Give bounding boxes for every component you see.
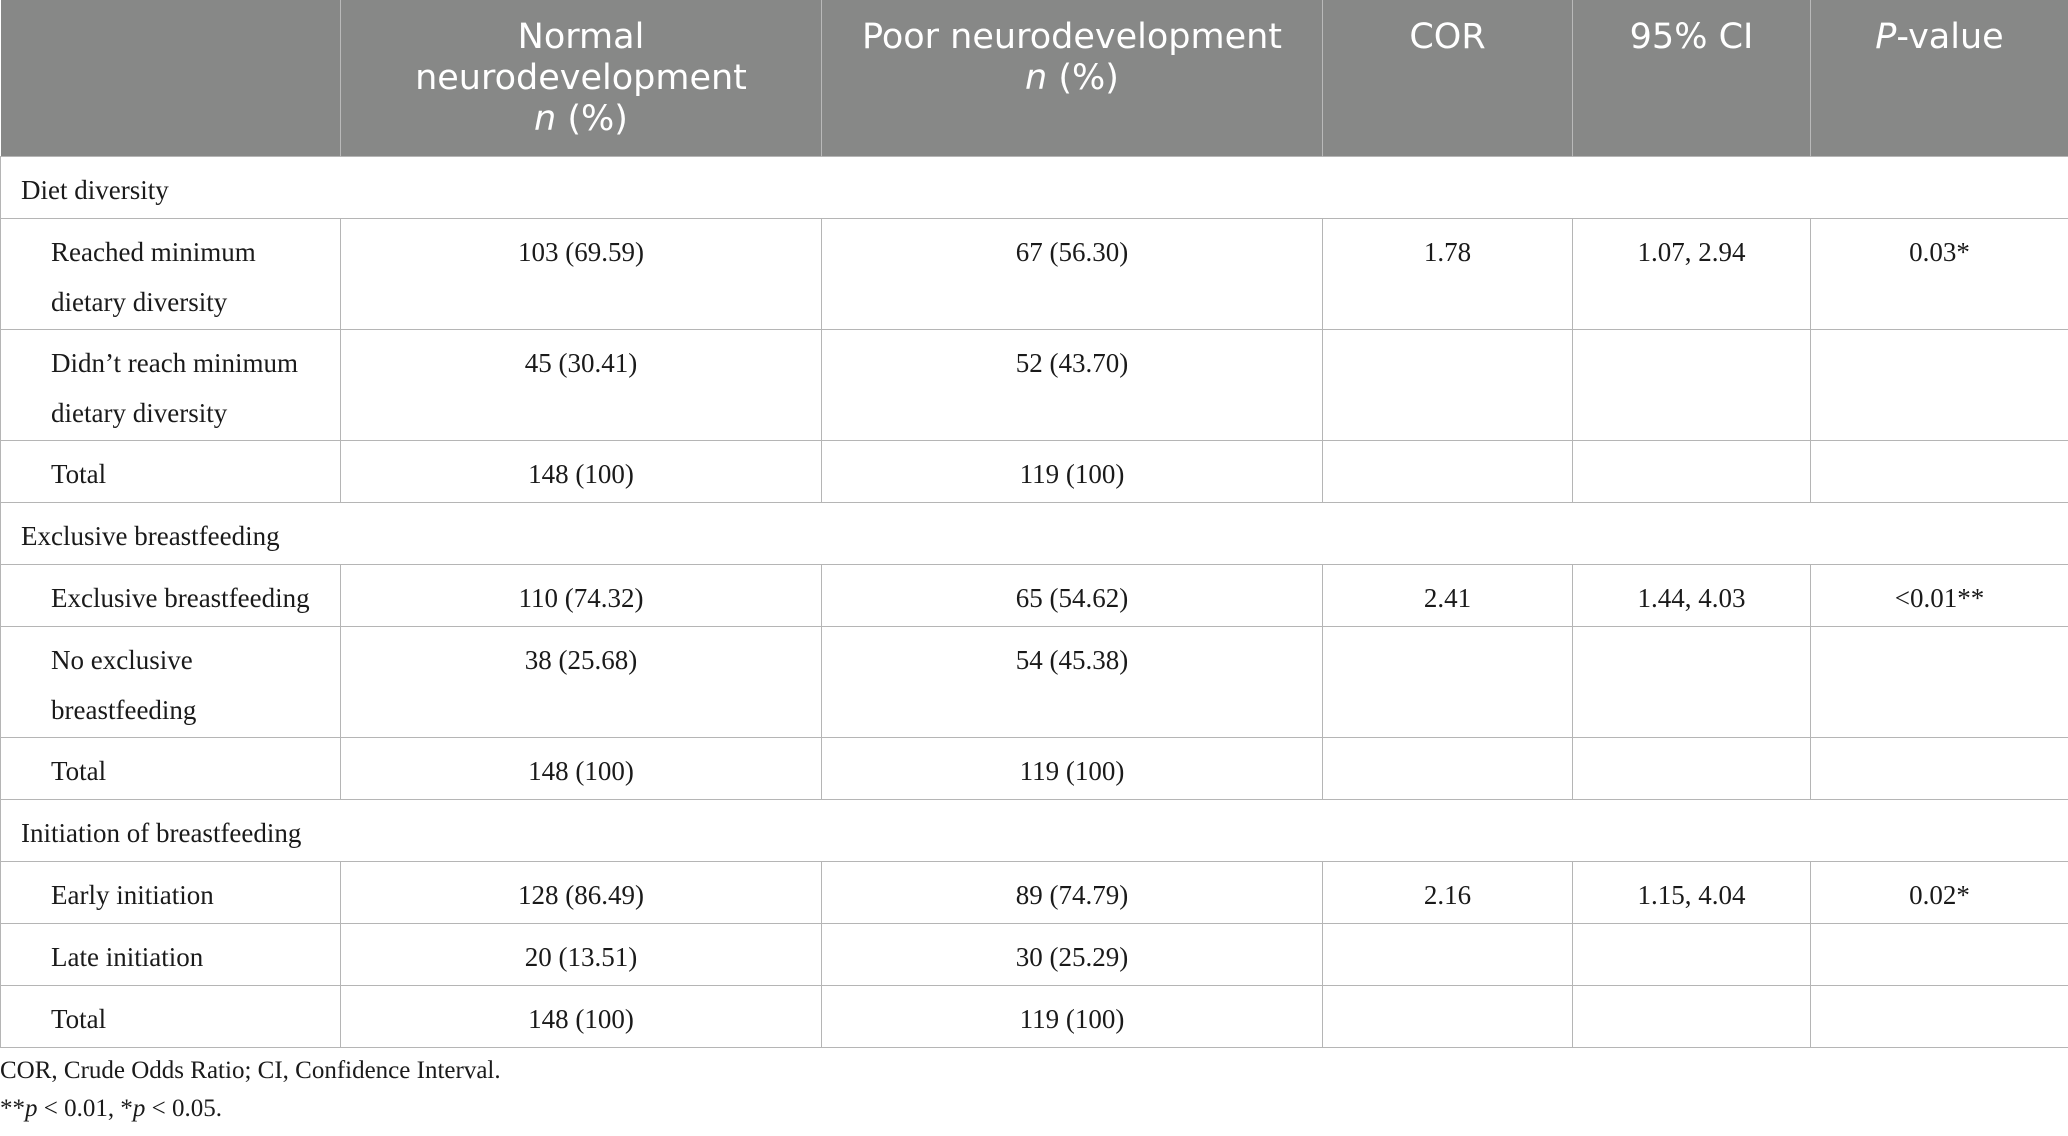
row-label: Reached minimum dietary diversity xyxy=(0,217,341,330)
table-row: Exclusive breastfeeding 110 (74.32) 65 (… xyxy=(0,563,2068,627)
table-footnotes: COR, Crude Odds Ratio; CI, Confidence In… xyxy=(0,1052,501,1128)
row-label: Early initiation xyxy=(0,860,341,924)
section-title: Initiation of breastfeeding xyxy=(0,798,2068,862)
row-label: No exclusive breastfeeding xyxy=(0,625,341,738)
header-pvalue-rest: -value xyxy=(1896,17,2004,57)
row-label: Total xyxy=(0,439,341,503)
cell-cor: 1.78 xyxy=(1322,217,1573,330)
cell-poor: 65 (54.62) xyxy=(821,563,1323,627)
header-normal-n: n xyxy=(534,99,557,139)
cell-poor: 54 (45.38) xyxy=(821,625,1323,738)
cell-normal: 38 (25.68) xyxy=(340,625,822,738)
header-poor-percent: (%) xyxy=(1047,58,1119,98)
results-table-container: Normal neurodevelopment n (%) Poor neuro… xyxy=(0,0,2068,1048)
cell-cor xyxy=(1322,984,1573,1048)
table-header: Normal neurodevelopment n (%) Poor neuro… xyxy=(0,0,2068,156)
cell-normal: 148 (100) xyxy=(340,736,822,800)
cell-normal: 45 (30.41) xyxy=(340,328,822,441)
cell-cor xyxy=(1322,439,1573,503)
table-row: No exclusive breastfeeding 38 (25.68) 54… xyxy=(0,625,2068,738)
cell-pvalue xyxy=(1810,328,2068,441)
section-title: Diet diversity xyxy=(0,155,2068,219)
table-body: Diet diversity Reached minimum dietary d… xyxy=(0,155,2068,1048)
row-label: Didn’t reach minimum dietary diversity xyxy=(0,328,341,441)
section-row-diet-diversity: Diet diversity xyxy=(0,155,2068,219)
cell-normal: 103 (69.59) xyxy=(340,217,822,330)
header-poor-line1: Poor neurodevelopment xyxy=(861,17,1283,57)
table-row: Late initiation 20 (13.51) 30 (25.29) xyxy=(0,922,2068,986)
cell-cor xyxy=(1322,328,1573,441)
cell-poor: 52 (43.70) xyxy=(821,328,1323,441)
cell-cor: 2.16 xyxy=(1322,860,1573,924)
cell-poor: 119 (100) xyxy=(821,736,1323,800)
cell-pvalue xyxy=(1810,625,2068,738)
cell-ci xyxy=(1572,922,1811,986)
footnote-significance: **p < 0.01, *p < 0.05. xyxy=(0,1090,501,1128)
row-label: Total xyxy=(0,736,341,800)
cell-ci: 1.15, 4.04 xyxy=(1572,860,1811,924)
cell-ci xyxy=(1572,439,1811,503)
cell-pvalue: <0.01** xyxy=(1810,563,2068,627)
cell-pvalue: 0.02* xyxy=(1810,860,2068,924)
cell-ci xyxy=(1572,625,1811,738)
footnote-abbreviations: COR, Crude Odds Ratio; CI, Confidence In… xyxy=(0,1057,501,1084)
table-row-total: Total 148 (100) 119 (100) xyxy=(0,984,2068,1048)
header-poor-neurodevelopment: Poor neurodevelopment n (%) xyxy=(821,0,1323,156)
table-row-total: Total 148 (100) 119 (100) xyxy=(0,439,2068,503)
cell-cor xyxy=(1322,736,1573,800)
cell-normal: 148 (100) xyxy=(340,984,822,1048)
header-pvalue: P-value xyxy=(1810,0,2068,156)
cell-pvalue: 0.03* xyxy=(1810,217,2068,330)
cell-ci: 1.44, 4.03 xyxy=(1572,563,1811,627)
header-cor: COR xyxy=(1322,0,1573,156)
header-pvalue-p: P xyxy=(1875,17,1897,57)
cell-pvalue xyxy=(1810,439,2068,503)
header-normal-neurodevelopment: Normal neurodevelopment n (%) xyxy=(340,0,822,156)
results-table: Normal neurodevelopment n (%) Poor neuro… xyxy=(0,0,2068,1048)
row-label: Exclusive breastfeeding xyxy=(0,563,341,627)
cell-cor xyxy=(1322,922,1573,986)
cell-pvalue xyxy=(1810,922,2068,986)
cell-ci: 1.07, 2.94 xyxy=(1572,217,1811,330)
cell-normal: 110 (74.32) xyxy=(340,563,822,627)
table-row: Didn’t reach minimum dietary diversity 4… xyxy=(0,328,2068,441)
header-row-label xyxy=(0,0,341,156)
header-normal-percent: (%) xyxy=(556,99,628,139)
cell-pvalue xyxy=(1810,736,2068,800)
cell-poor: 119 (100) xyxy=(821,439,1323,503)
footnote-p-2: p xyxy=(132,1095,146,1122)
cell-normal: 20 (13.51) xyxy=(340,922,822,986)
row-label: Late initiation xyxy=(0,922,341,986)
cell-normal: 128 (86.49) xyxy=(340,860,822,924)
footnote-text-1: < 0.01, * xyxy=(37,1095,133,1122)
header-normal-line1: Normal xyxy=(517,17,645,57)
cell-poor: 30 (25.29) xyxy=(821,922,1323,986)
header-ci: 95% CI xyxy=(1572,0,1811,156)
section-title: Exclusive breastfeeding xyxy=(0,501,2068,565)
row-label: Total xyxy=(0,984,341,1048)
footnote-stars-1: ** xyxy=(0,1095,25,1122)
header-normal-line2: neurodevelopment xyxy=(415,58,747,98)
footnote-p-1: p xyxy=(25,1095,38,1122)
cell-poor: 67 (56.30) xyxy=(821,217,1323,330)
cell-cor: 2.41 xyxy=(1322,563,1573,627)
header-row: Normal neurodevelopment n (%) Poor neuro… xyxy=(0,0,2068,156)
section-row-initiation-of-breastfeeding: Initiation of breastfeeding xyxy=(0,798,2068,862)
cell-normal: 148 (100) xyxy=(340,439,822,503)
header-poor-n: n xyxy=(1025,58,1048,98)
cell-ci xyxy=(1572,328,1811,441)
cell-ci xyxy=(1572,736,1811,800)
cell-cor xyxy=(1322,625,1573,738)
table-row: Early initiation 128 (86.49) 89 (74.79) … xyxy=(0,860,2068,924)
cell-poor: 89 (74.79) xyxy=(821,860,1323,924)
table-row: Reached minimum dietary diversity 103 (6… xyxy=(0,217,2068,330)
cell-pvalue xyxy=(1810,984,2068,1048)
section-row-exclusive-breastfeeding: Exclusive breastfeeding xyxy=(0,501,2068,565)
table-row-total: Total 148 (100) 119 (100) xyxy=(0,736,2068,800)
cell-ci xyxy=(1572,984,1811,1048)
footnote-text-2: < 0.05. xyxy=(145,1095,222,1122)
cell-poor: 119 (100) xyxy=(821,984,1323,1048)
